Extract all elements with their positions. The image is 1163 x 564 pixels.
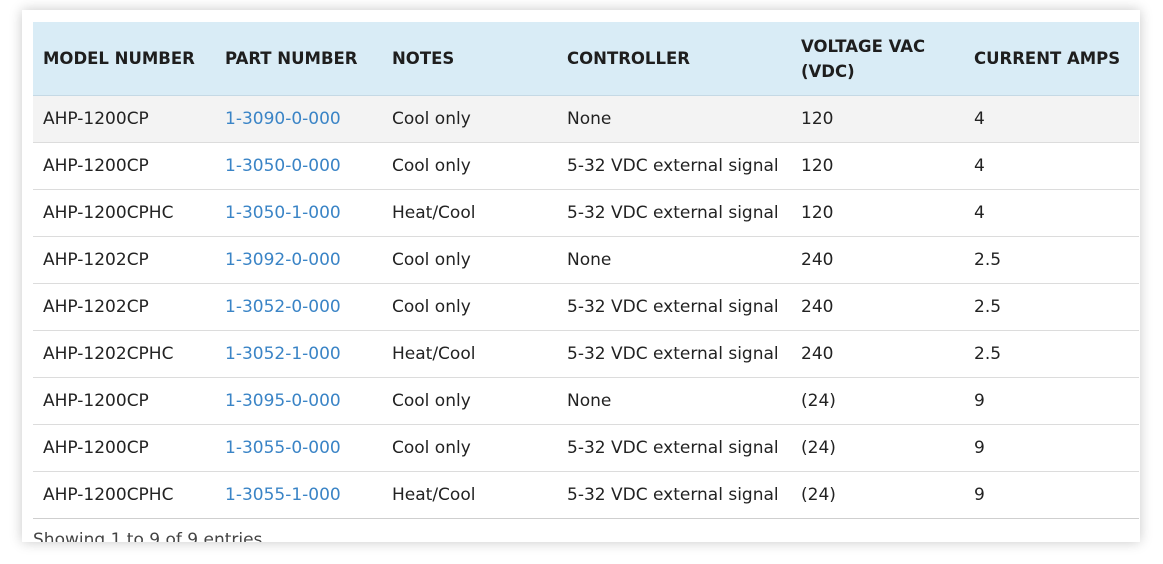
part-number-link[interactable]: 1-3055-0-000 (225, 438, 341, 458)
cell-voltage: 240 (791, 236, 964, 284)
table-row: AHP-1200CP 1-3055-0-000 Cool only 5-32 VDC … (33, 424, 1139, 472)
cell-notes: Heat/Cool (382, 189, 557, 237)
cell-current: 2.5 (964, 283, 1139, 331)
cell-controller: None (557, 95, 791, 143)
cell-part-number: 1-3052-1-000 (215, 330, 382, 378)
cell-notes: Heat/Cool (382, 471, 557, 519)
part-number-link[interactable]: 1-3092-0-000 (225, 250, 341, 270)
cell-current: 9 (964, 471, 1139, 519)
cell-current: 4 (964, 189, 1139, 237)
header-voltage-line1: VOLTAGE VAC (801, 36, 926, 56)
header-part-number[interactable]: PART NUMBER (215, 22, 382, 96)
cell-controller: 5-32 VDC external signal (557, 142, 791, 190)
cell-voltage: 120 (791, 142, 964, 190)
cell-notes: Cool only (382, 424, 557, 472)
part-number-link[interactable]: 1-3090-0-000 (225, 109, 341, 129)
cell-controller: None (557, 236, 791, 284)
cell-voltage: 120 (791, 189, 964, 237)
header-controller[interactable]: CONTROLLER (557, 22, 791, 96)
table-row: AHP-1200CP 1-3090-0-000 Cool only None 120 4 (33, 95, 1139, 143)
cell-part-number: 1-3050-0-000 (215, 142, 382, 190)
cell-notes: Heat/Cool (382, 330, 557, 378)
cell-model-number: AHP-1202CPHC (33, 330, 215, 378)
cell-controller: 5-32 VDC external signal (557, 283, 791, 331)
cell-current: 2.5 (964, 236, 1139, 284)
cell-model-number: AHP-1202CP (33, 236, 215, 284)
cell-model-number: AHP-1200CPHC (33, 471, 215, 519)
header-voltage[interactable]: VOLTAGE VAC (VDC) (791, 22, 964, 96)
cell-voltage: (24) (791, 471, 964, 519)
header-current-amps[interactable]: CURRENT AMPS (964, 22, 1139, 96)
cell-model-number: AHP-1200CPHC (33, 189, 215, 237)
table-row: AHP-1200CP 1-3050-0-000 Cool only 5-32 VDC … (33, 142, 1139, 190)
table-row: AHP-1200CPHC 1-3055-1-000 Heat/Cool 5-32 VD… (33, 471, 1139, 519)
cell-part-number: 1-3090-0-000 (215, 95, 382, 143)
cell-current: 9 (964, 424, 1139, 472)
cell-model-number: AHP-1200CP (33, 95, 215, 143)
cell-model-number: AHP-1200CP (33, 142, 215, 190)
cell-notes: Cool only (382, 142, 557, 190)
cell-model-number: AHP-1200CP (33, 424, 215, 472)
cell-part-number: 1-3095-0-000 (215, 377, 382, 425)
part-number-link[interactable]: 1-3055-1-000 (225, 485, 341, 505)
cell-controller: 5-32 VDC external signal (557, 189, 791, 237)
cell-part-number: 1-3092-0-000 (215, 236, 382, 284)
cell-part-number: 1-3055-1-000 (215, 471, 382, 519)
header-voltage-line2: (VDC) (801, 61, 855, 81)
cell-notes: Cool only (382, 236, 557, 284)
table-card: MODEL NUMBER PART NUMBER NOTES CONTROLLE… (22, 10, 1140, 542)
cell-controller: 5-32 VDC external signal (557, 424, 791, 472)
cell-current: 2.5 (964, 330, 1139, 378)
cell-current: 4 (964, 95, 1139, 143)
cell-model-number: AHP-1200CP (33, 377, 215, 425)
cell-voltage: 240 (791, 283, 964, 331)
table-info-text: Showing 1 to 9 of 9 entries (33, 530, 263, 542)
cell-part-number: 1-3055-0-000 (215, 424, 382, 472)
cell-current: 4 (964, 142, 1139, 190)
part-number-link[interactable]: 1-3052-1-000 (225, 344, 341, 364)
cell-part-number: 1-3052-0-000 (215, 283, 382, 331)
part-number-link[interactable]: 1-3050-0-000 (225, 156, 341, 176)
cell-controller: None (557, 377, 791, 425)
products-table: MODEL NUMBER PART NUMBER NOTES CONTROLLE… (33, 22, 1139, 519)
table-row: AHP-1202CP 1-3092-0-000 Cool only None 240 2.… (33, 236, 1139, 284)
cell-notes: Cool only (382, 95, 557, 143)
table-row: AHP-1200CP 1-3095-0-000 Cool only None (24) 9 (33, 377, 1139, 425)
cell-voltage: (24) (791, 424, 964, 472)
header-model-number[interactable]: MODEL NUMBER (33, 22, 215, 96)
table-row: AHP-1202CP 1-3052-0-000 Cool only 5-32 VDC … (33, 283, 1139, 331)
table-row: AHP-1200CPHC 1-3050-1-000 Heat/Cool 5-32 VD… (33, 189, 1139, 237)
cell-notes: Cool only (382, 377, 557, 425)
cell-notes: Cool only (382, 283, 557, 331)
table-body: AHP-1200CP 1-3090-0-000 Cool only None 120 4 A… (33, 95, 1139, 519)
header-notes[interactable]: NOTES (382, 22, 557, 96)
part-number-link[interactable]: 1-3050-1-000 (225, 203, 341, 223)
table-row: AHP-1202CPHC 1-3052-1-000 Heat/Cool 5-32 VD… (33, 330, 1139, 378)
table-header-row: MODEL NUMBER PART NUMBER NOTES CONTROLLE… (33, 22, 1139, 96)
cell-part-number: 1-3050-1-000 (215, 189, 382, 237)
cell-voltage: (24) (791, 377, 964, 425)
cell-voltage: 120 (791, 95, 964, 143)
cell-controller: 5-32 VDC external signal (557, 330, 791, 378)
cell-model-number: AHP-1202CP (33, 283, 215, 331)
cell-voltage: 240 (791, 330, 964, 378)
cell-current: 9 (964, 377, 1139, 425)
part-number-link[interactable]: 1-3052-0-000 (225, 297, 341, 317)
part-number-link[interactable]: 1-3095-0-000 (225, 391, 341, 411)
cell-controller: 5-32 VDC external signal (557, 471, 791, 519)
